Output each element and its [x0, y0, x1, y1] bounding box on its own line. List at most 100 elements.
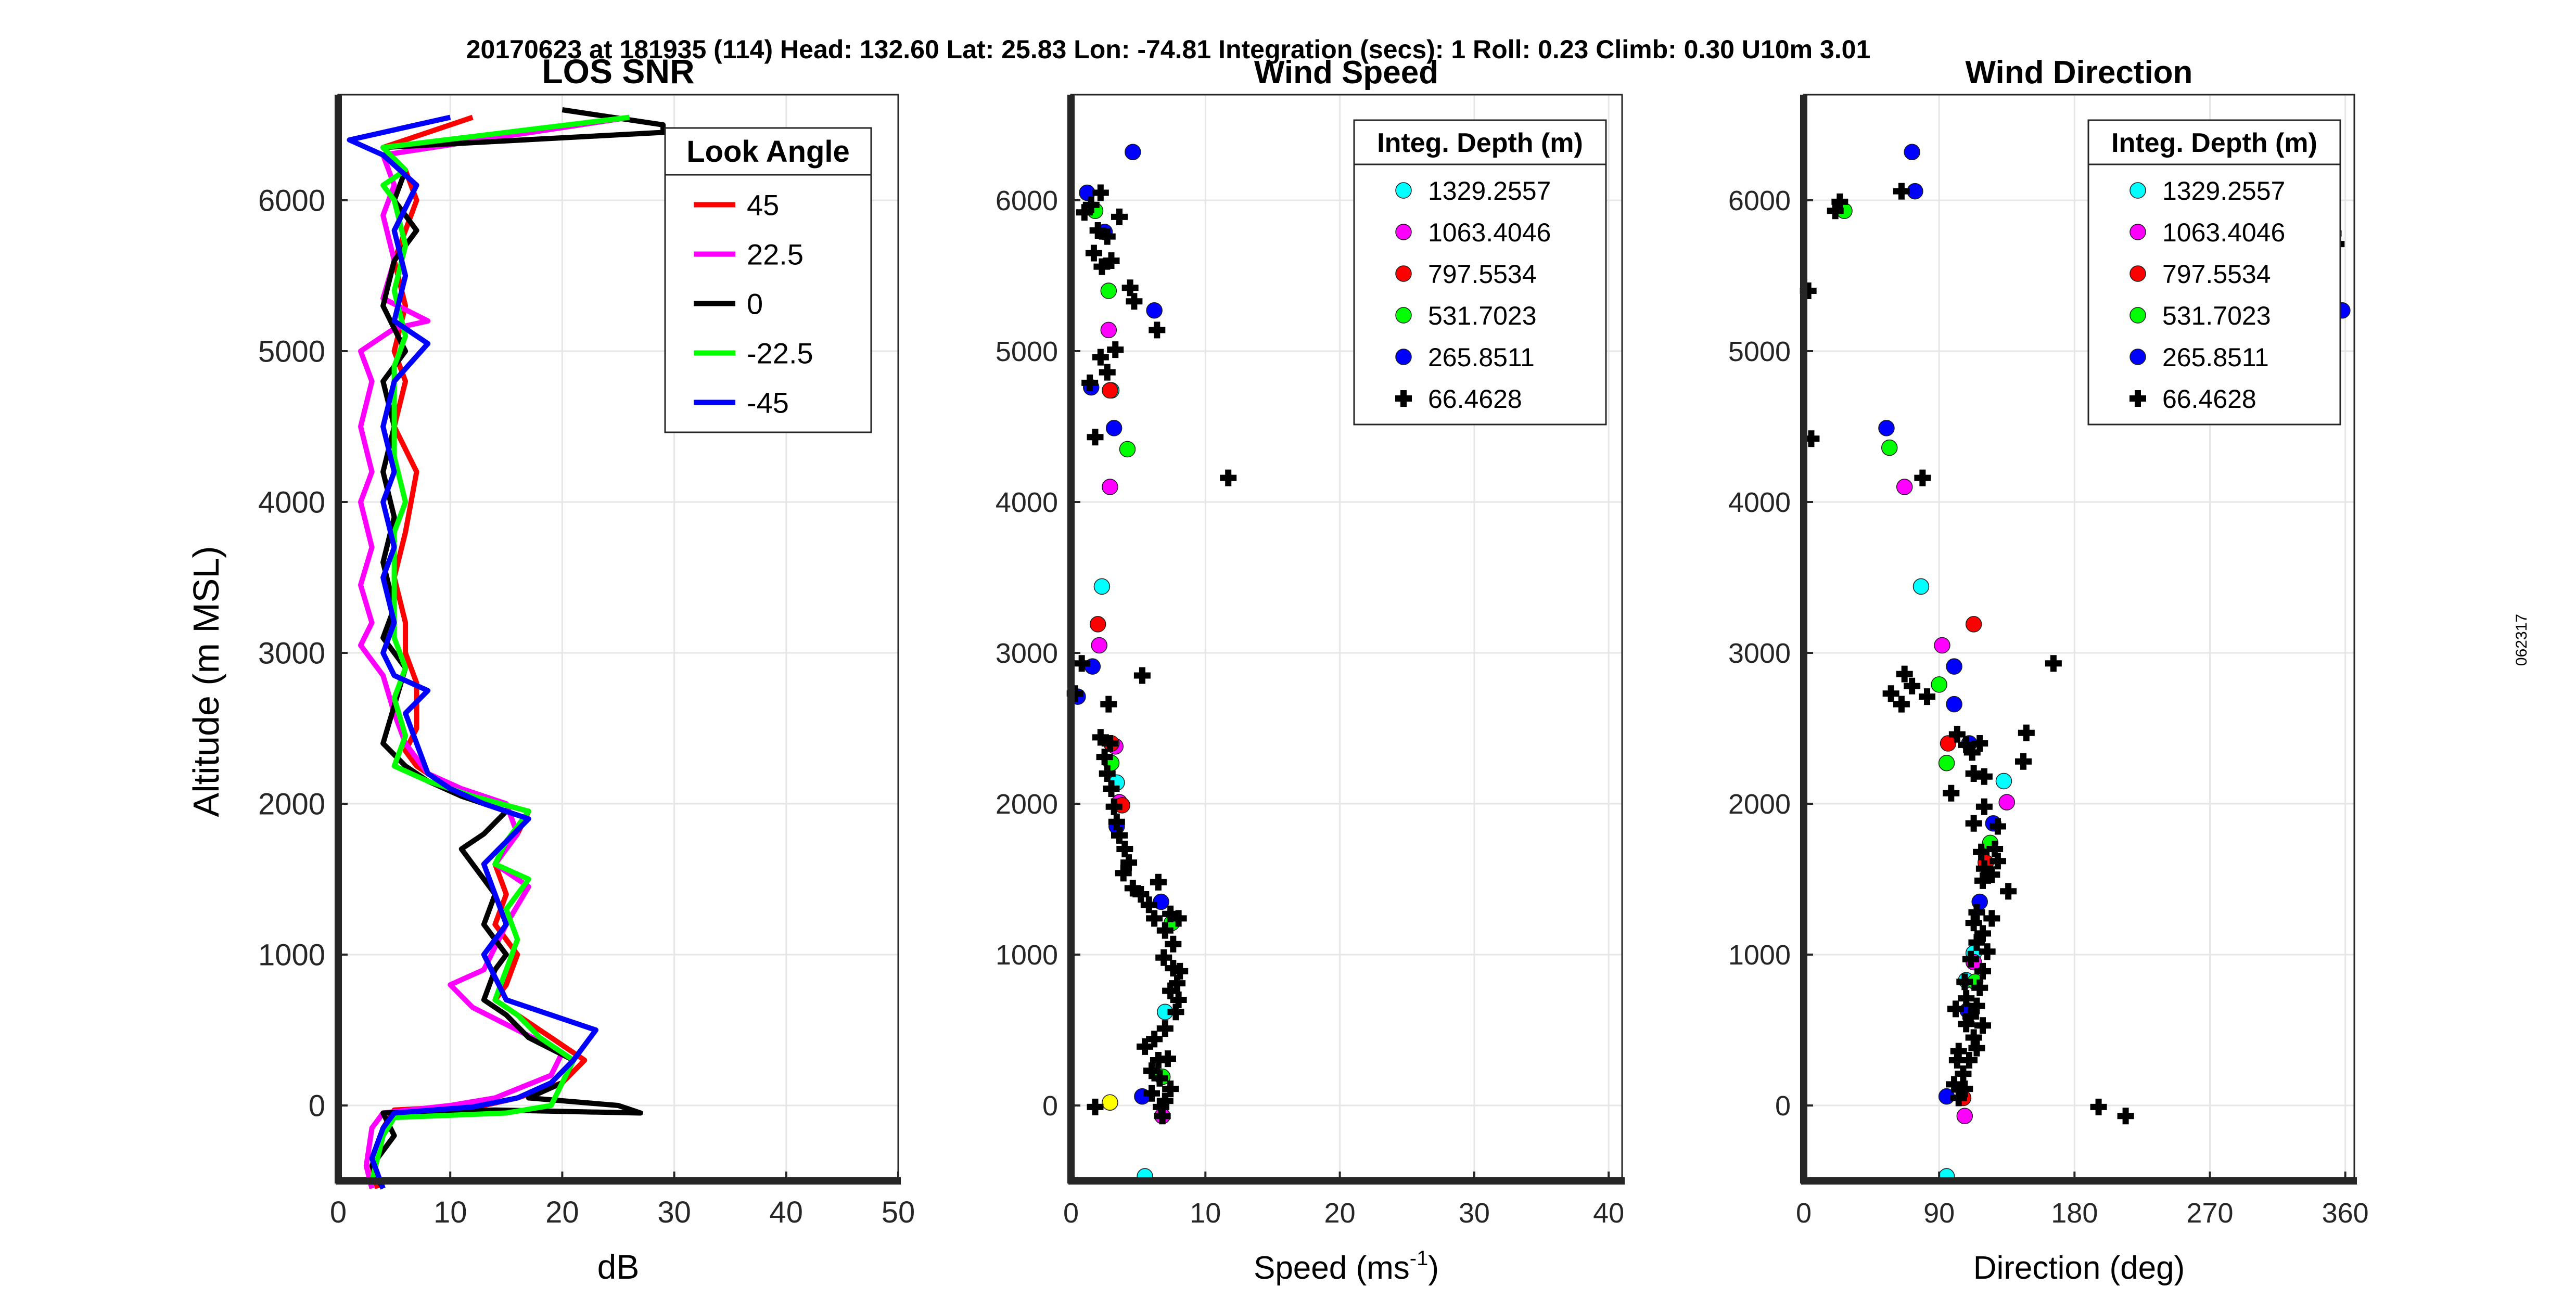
wind-speed-xlabel-text: Speed (ms — [1254, 1250, 1410, 1286]
point-66-4628 — [1096, 749, 1113, 766]
point-66-4628 — [1149, 321, 1166, 339]
series-line-45 — [347, 114, 598, 1190]
x-tick-label: 180 — [2051, 1198, 2098, 1229]
point-66-4628 — [1956, 973, 1973, 991]
point-531-7023 — [1931, 676, 1947, 693]
point-66-4628 — [1989, 818, 2006, 835]
side-label: 062317 — [2513, 614, 2530, 666]
point-66-4628 — [1831, 193, 1848, 210]
point-66-4628 — [2018, 724, 2035, 741]
point-66-4628 — [1989, 853, 2006, 870]
point-66-4628 — [1146, 910, 1163, 927]
point-265-8511 — [1946, 658, 1962, 675]
point-66-4628 — [1956, 1081, 1973, 1098]
point-531-7023 — [1100, 282, 1117, 299]
legend-item-1063-4046: 1063.4046 — [1395, 218, 1551, 247]
legend-swatch — [2129, 307, 2146, 324]
point-66-4628 — [1111, 827, 1128, 844]
point-66-4628 — [1165, 935, 1182, 953]
legend-label: 265.8511 — [2162, 343, 2269, 372]
point-66-4628 — [1156, 1020, 1174, 1037]
legend-item-1329-2557: 1329.2557 — [1395, 176, 1551, 205]
legend-item-0: 0 — [694, 288, 763, 320]
legend-label: 1329.2557 — [1428, 176, 1551, 205]
y-tick-label: 1000 — [258, 938, 325, 972]
legend-swatch — [1395, 265, 1412, 282]
x-tick-label: 30 — [657, 1195, 691, 1229]
series-line-22-5 — [369, 114, 630, 1182]
x-tick-label: 30 — [1459, 1198, 1490, 1229]
point-66-4628 — [1093, 258, 1111, 275]
point-66-4628 — [1111, 208, 1128, 225]
y-tick-label: 4000 — [1728, 487, 1791, 518]
legend-title: Integ. Depth (m) — [1377, 128, 1583, 158]
y-tick-label: 2000 — [1728, 789, 1791, 820]
point-66-4628 — [1143, 1085, 1160, 1102]
point-66-4628 — [1159, 1050, 1176, 1067]
point-66-4628 — [1893, 183, 1910, 200]
point-797-5534 — [1940, 735, 1957, 752]
y-tick-label: 6000 — [996, 185, 1058, 216]
point-66-4628 — [1140, 896, 1157, 914]
point-66-4628 — [1968, 1039, 1985, 1057]
point-1329-2557 — [1995, 773, 2012, 790]
legend-item-1063-4046: 1063.4046 — [2129, 218, 2285, 247]
y-tick-label: 4000 — [258, 485, 325, 519]
legend-item-265-8511: 265.8511 — [1395, 343, 1535, 372]
point-66-4628 — [1105, 798, 1123, 815]
legend-item-66-4628: 66.4628 — [1395, 384, 1522, 414]
point-66-4628 — [1955, 1065, 1972, 1083]
legend-label: 797.5534 — [2162, 260, 2271, 289]
x-tick-label: 360 — [2322, 1198, 2369, 1229]
point-66-4628 — [1155, 949, 1172, 966]
point-66-4628 — [1120, 854, 1138, 871]
legend-item-531-7023: 531.7023 — [2129, 301, 2271, 330]
legend-item-45: -45 — [694, 387, 789, 419]
point-66-4628 — [1137, 1038, 1154, 1055]
point-66-4628 — [1103, 252, 1120, 269]
point-66-4628 — [1963, 744, 1981, 761]
y-tick-label: 0 — [1042, 1090, 1058, 1122]
point-1063-4046 — [1934, 637, 1950, 654]
point-66-4628 — [1914, 469, 1931, 486]
point-66-4628 — [1099, 364, 1116, 381]
snr-title: LOS SNR — [542, 52, 694, 91]
point-66-4628 — [2117, 1108, 2134, 1125]
legend-label: 0 — [747, 288, 763, 320]
y-tick-label: 1000 — [996, 940, 1058, 971]
point-66-4628 — [1919, 688, 1936, 705]
legend-item-66-4628: 66.4628 — [2129, 384, 2256, 414]
point-66-4628 — [1943, 784, 1960, 802]
point-1063-4046 — [1091, 637, 1107, 654]
legend-swatch — [2129, 349, 2146, 365]
point-66-4628 — [1893, 696, 1910, 713]
legend-item-22-5: -22.5 — [694, 337, 813, 370]
point-66-4628 — [1073, 655, 1090, 672]
legend-label: 265.8511 — [1428, 343, 1535, 372]
point-1329-2557 — [1912, 578, 1930, 595]
point-66-4628 — [1089, 222, 1106, 239]
point-66-4628 — [1946, 1076, 1963, 1093]
wind-speed-title: Wind Speed — [1254, 55, 1438, 91]
figure-header: 20170623 at 181935 (114) Head: 132.60 La… — [466, 35, 1871, 64]
point-66-4628 — [1962, 950, 1979, 968]
point-66-4628 — [1167, 1004, 1184, 1021]
x-tick-label: 40 — [1593, 1198, 1624, 1229]
series-line-22-5 — [358, 114, 630, 1189]
point-531-7023 — [1938, 754, 1955, 771]
point-66-4628 — [1958, 1015, 1975, 1033]
point-797-5534 — [1965, 616, 1982, 633]
legend-label: 66.4628 — [2162, 384, 2256, 414]
point-66-4628 — [1950, 1089, 1967, 1107]
y-tick-label: 4000 — [996, 487, 1058, 518]
legend-item-22-5: 22.5 — [694, 238, 804, 271]
x-tick-label: 90 — [1923, 1198, 1955, 1229]
point-66-4628 — [1116, 841, 1133, 857]
point-extra — [1102, 1094, 1118, 1111]
wind-speed-xlabel-end: ) — [1428, 1250, 1439, 1286]
point-531-7023 — [1119, 441, 1136, 458]
x-tick-label: 0 — [1063, 1198, 1079, 1229]
point-66-4628 — [1087, 429, 1104, 446]
point-66-4628 — [1087, 1098, 1104, 1115]
